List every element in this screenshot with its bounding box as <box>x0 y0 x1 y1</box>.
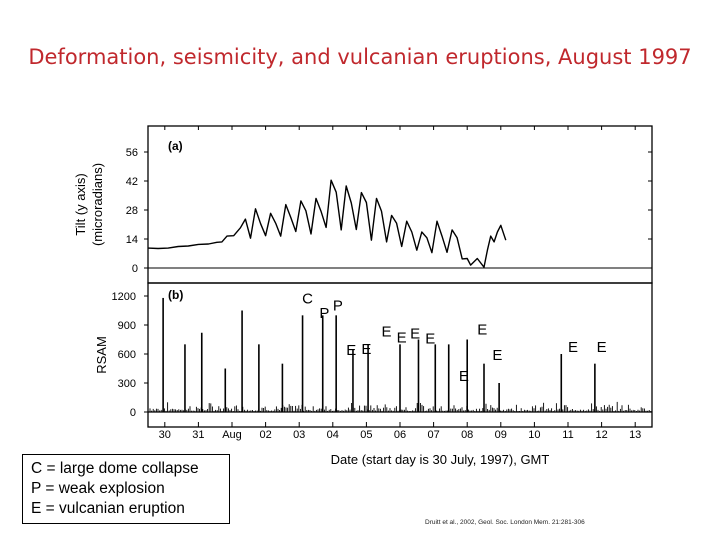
event-annotation-e: E <box>410 326 420 343</box>
legend-item-vulcanian-eruption: E = vulcanian eruption <box>31 500 185 517</box>
event-annotation-e: E <box>425 330 435 347</box>
tilt-y-tick-label: 0 <box>132 263 138 275</box>
rsam-x-tick-label: Aug <box>222 429 242 441</box>
rsam-x-tick-label: 02 <box>259 429 271 441</box>
rsam-x-tick-label: 31 <box>192 429 204 441</box>
tilt-y-axis-label: Tilt (y axis) (microradians) <box>73 163 105 246</box>
rsam-y-tick-label: 600 <box>118 349 136 361</box>
tilt-panel-label: (a) <box>168 139 183 153</box>
rsam-x-tick-label: 13 <box>629 429 641 441</box>
event-annotation-e: E <box>397 329 407 346</box>
rsam-x-tick-label: 08 <box>461 429 473 441</box>
rsam-y-axis-label: RSAM <box>94 336 109 374</box>
event-annotation-e: E <box>459 368 469 385</box>
event-annotation-e: E <box>568 339 578 356</box>
event-legend: C = large dome collapse P = weak explosi… <box>22 454 230 524</box>
rsam-x-axis-label: Date (start day is 30 July, 1997), GMT <box>331 452 550 467</box>
tilt-panel: 0 14 28 42 56 (a) Tilt (y axis) (microradians) <box>73 125 653 284</box>
event-annotation-c: C <box>302 291 313 308</box>
event-annotation-e: E <box>382 324 392 341</box>
tilt-series-line <box>147 179 507 268</box>
tilt-y-tick-label: 28 <box>126 205 138 217</box>
source-citation: Druitt et al., 2002, Geol. Soc. London M… <box>425 519 585 526</box>
legend-item-weak-explosion: P = weak explosion <box>31 480 165 497</box>
event-annotation-e: E <box>477 322 487 339</box>
rsam-y-tick-label: 0 <box>130 407 136 419</box>
tilt-frame <box>147 125 653 284</box>
event-annotation-e: E <box>346 342 356 359</box>
rsam-panel-label: (b) <box>168 288 183 302</box>
rsam-x-tick-label: 07 <box>427 429 439 441</box>
rsam-x-tick-label: 06 <box>394 429 406 441</box>
tilt-y-label-line1: Tilt (y axis) <box>73 173 88 235</box>
tilt-y-tick-label: 56 <box>126 147 138 159</box>
rsam-x-tick-label: 11 <box>562 429 573 441</box>
tilt-y-tick-label: 14 <box>126 234 138 246</box>
event-annotation-e: E <box>492 347 502 364</box>
event-annotation-p: P <box>319 305 329 322</box>
event-annotation-e: E <box>597 339 607 356</box>
rsam-x-tick-label: 10 <box>528 429 540 441</box>
rsam-y-tick-label: 900 <box>118 320 136 332</box>
rsam-x-tick-label: 03 <box>293 429 305 441</box>
rsam-x-tick-label: 12 <box>595 429 607 441</box>
event-annotation-e: E <box>361 341 371 358</box>
tilt-y-label-line2: (microradians) <box>90 163 105 246</box>
slide-title: Deformation, seismicity, and vulcanian e… <box>28 45 692 69</box>
rsam-x-tick-label: 05 <box>360 429 372 441</box>
rsam-y-tick-label: 1200 <box>112 291 136 303</box>
rsam-x-tick-label: 09 <box>495 429 507 441</box>
legend-item-dome-collapse: C = large dome collapse <box>31 460 199 477</box>
rsam-x-tick-label: 30 <box>159 429 171 441</box>
event-annotation-p: P <box>333 298 343 315</box>
tilt-y-tick-label: 42 <box>126 176 138 188</box>
rsam-x-tick-label: 04 <box>327 429 339 441</box>
rsam-y-tick-label: 300 <box>118 378 136 390</box>
